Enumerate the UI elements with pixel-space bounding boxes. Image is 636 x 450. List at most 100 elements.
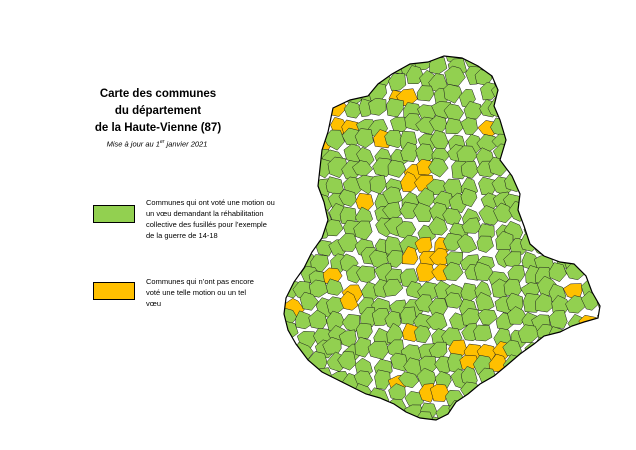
commune-cell [293, 205, 312, 227]
commune-cell [307, 56, 329, 62]
commune-cell [534, 414, 554, 420]
commune-cell [597, 70, 600, 89]
commune-cell [536, 86, 554, 106]
commune-cell [284, 187, 304, 208]
commune-cell [401, 39, 417, 55]
commune-cell [284, 117, 298, 136]
commune-cell [337, 233, 359, 252]
commune-cell [566, 404, 587, 420]
commune-cell [284, 56, 285, 60]
commune-cell [519, 403, 539, 420]
commune-cell [295, 310, 314, 330]
commune-cell [310, 115, 330, 134]
commune-cell [552, 209, 572, 226]
commune-cell [474, 398, 494, 417]
commune-cell [339, 399, 359, 417]
commune-cell [563, 209, 584, 229]
commune-cell [284, 82, 297, 103]
commune-cell [284, 387, 298, 409]
commune-cell [284, 295, 287, 314]
commune-cell [591, 281, 600, 298]
commune-cell [354, 416, 375, 420]
commune-cell [284, 56, 286, 70]
commune-cell [286, 401, 305, 420]
commune-cell [461, 217, 482, 234]
commune-cell [460, 160, 479, 179]
commune-cell [284, 208, 287, 227]
commune-cell [293, 185, 313, 206]
commune-cell [551, 114, 572, 132]
commune-cell [284, 404, 289, 420]
commune-cell [508, 369, 527, 389]
commune-cell [337, 351, 357, 371]
commune-cell [284, 101, 297, 120]
commune-cell [524, 342, 545, 363]
commune-cell [563, 387, 582, 407]
commune-cell [523, 387, 543, 407]
commune-cell [300, 82, 319, 103]
commune-cell [398, 371, 420, 389]
commune-cell [504, 389, 523, 407]
commune-cell [518, 357, 538, 378]
commune-cell [594, 268, 600, 287]
commune-cell [585, 265, 600, 283]
commune-cell [579, 158, 597, 180]
commune-cell [600, 116, 619, 133]
commune-cell [475, 389, 494, 409]
commune-cell [522, 178, 539, 198]
commune-cell [431, 101, 451, 119]
commune-cell [568, 358, 586, 379]
commune-cell [262, 133, 281, 151]
commune-cell [592, 179, 600, 200]
commune-cell [599, 326, 600, 348]
commune-cell [523, 187, 543, 205]
commune-cell [388, 73, 407, 92]
commune-cell [480, 82, 498, 101]
commune-cell [325, 415, 346, 420]
commune-cell [312, 59, 331, 77]
commune-cell [505, 56, 526, 58]
commune-cell [476, 235, 494, 253]
commune-cell [327, 56, 346, 75]
commune-cell [384, 130, 404, 149]
commune-cell [489, 396, 510, 418]
commune-cell [354, 336, 371, 358]
commune-cell [598, 193, 600, 211]
commune-cell [554, 340, 575, 361]
commune-cell [552, 237, 575, 259]
commune-cell [367, 340, 390, 360]
commune-cell [583, 192, 600, 213]
commune-cell [284, 323, 286, 343]
commune-cell [293, 69, 314, 89]
commune-cell [564, 338, 584, 356]
commune-cell [430, 383, 450, 402]
commune-cell [341, 70, 361, 87]
commune-cell [428, 216, 448, 236]
commune-cell [535, 130, 553, 149]
commune-cell [359, 401, 377, 420]
commune-cell [307, 82, 326, 101]
commune-cell [297, 415, 316, 420]
commune-cell [548, 262, 567, 283]
commune-cell [444, 65, 466, 87]
commune-cell [374, 369, 391, 390]
commune-cell [494, 372, 513, 391]
commune-cell [597, 372, 600, 392]
commune-cell [577, 326, 598, 346]
commune-cell [570, 373, 588, 392]
commune-cell [284, 193, 288, 213]
commune-cell [598, 149, 600, 168]
commune-cell [356, 322, 373, 339]
commune-cell [354, 128, 374, 149]
commune-cell [596, 56, 600, 73]
map-title: Carte des communes du département de la … [78, 86, 238, 137]
update-date-suffix: janvier 2021 [164, 139, 208, 149]
commune-cell [464, 56, 484, 61]
commune-cell [567, 56, 586, 72]
commune-cell [565, 102, 586, 119]
commune-cell [596, 340, 600, 360]
commune-cell [355, 71, 374, 89]
commune-cell [284, 175, 286, 195]
commune-cell [478, 414, 500, 420]
commune-cell [314, 69, 334, 88]
